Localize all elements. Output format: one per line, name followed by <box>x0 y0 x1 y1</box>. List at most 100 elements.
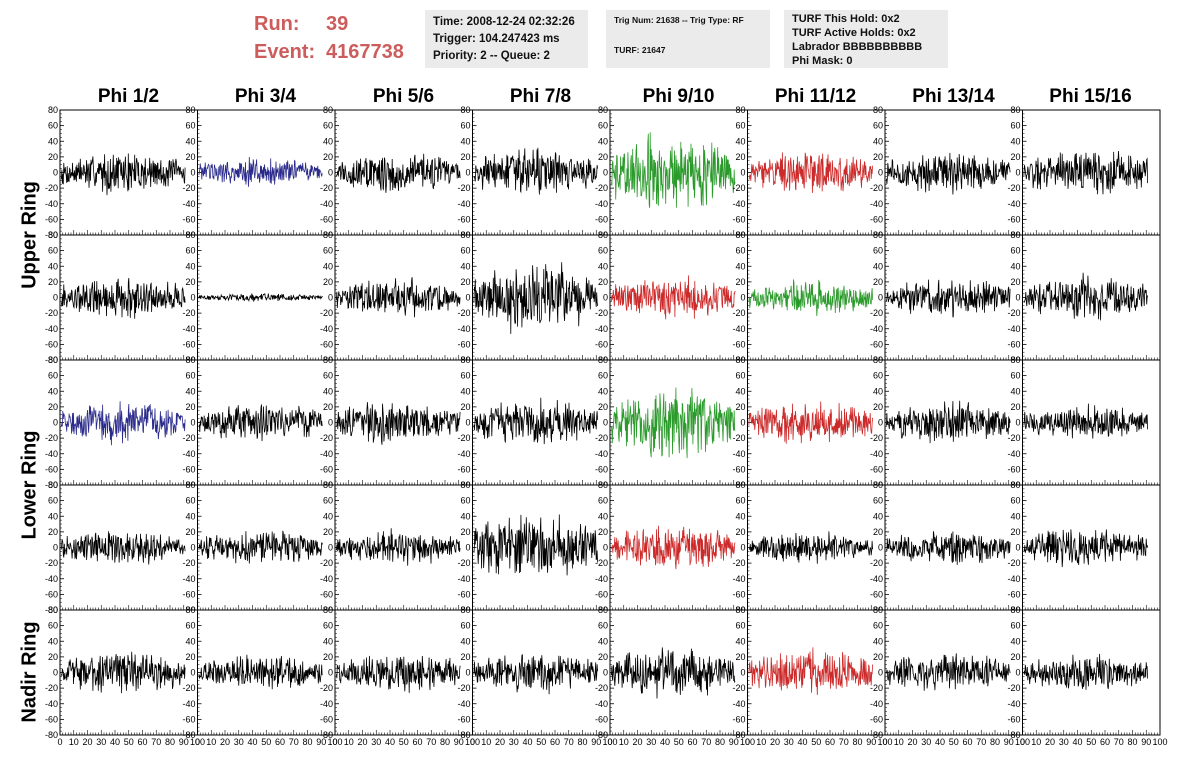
y-tick-label: -20 <box>1007 183 1020 193</box>
x-tick-label: 80 <box>715 737 725 747</box>
y-tick-label: 80 <box>460 480 470 490</box>
y-tick-label: 20 <box>598 402 608 412</box>
waveform-trace <box>336 402 461 445</box>
y-tick-label: -80 <box>320 730 333 740</box>
event-row: Event: 4167738 <box>254 38 404 66</box>
y-tick-label: 40 <box>185 636 195 646</box>
y-tick-label: -40 <box>320 449 333 459</box>
y-tick-label: 40 <box>1010 386 1020 396</box>
y-tick-label: 20 <box>1010 652 1020 662</box>
y-tick-label: 40 <box>323 261 333 271</box>
x-tick-label: 50 <box>811 737 821 747</box>
y-tick-label: 60 <box>598 496 608 506</box>
y-tick-label: 60 <box>873 121 883 131</box>
waveform-trace <box>1023 272 1148 321</box>
panel-frame <box>747 109 886 236</box>
y-tick-label: -60 <box>732 339 745 349</box>
y-tick-label: 80 <box>735 105 745 115</box>
x-tick-label: 80 <box>852 737 862 747</box>
run-value: 39 <box>326 13 349 35</box>
y-tick-label: -20 <box>1007 308 1020 318</box>
x-tick-label: 40 <box>660 737 670 747</box>
y-tick-label: -60 <box>45 589 58 599</box>
y-tick-label: -20 <box>732 308 745 318</box>
y-tick-label: -20 <box>732 183 745 193</box>
x-tick-label: 50 <box>1086 737 1096 747</box>
y-tick-label: -80 <box>45 355 58 365</box>
y-tick-label: -40 <box>595 324 608 334</box>
y-tick-label: 80 <box>460 605 470 615</box>
y-tick-label: 20 <box>460 152 470 162</box>
y-tick-label: 20 <box>323 652 333 662</box>
y-tick-label: -40 <box>182 574 195 584</box>
waveform-trace <box>61 153 186 196</box>
y-tick-label: -20 <box>182 683 195 693</box>
y-tick-label: 60 <box>185 621 195 631</box>
y-tick-label: -60 <box>732 589 745 599</box>
y-tick-label: 40 <box>598 386 608 396</box>
x-tick-label: 0 <box>1020 737 1025 747</box>
x-tick-label: 100 <box>327 737 342 747</box>
y-tick-label: 60 <box>460 121 470 131</box>
x-tick-label: 80 <box>990 737 1000 747</box>
waveform-trace <box>886 152 1011 195</box>
y-tick-label: -20 <box>870 683 883 693</box>
x-tick-label: 10 <box>756 737 766 747</box>
y-tick-label: 20 <box>48 527 58 537</box>
y-tick-label: 60 <box>185 496 195 506</box>
y-tick-label: 40 <box>598 261 608 271</box>
y-tick-label: -40 <box>182 199 195 209</box>
y-tick-label: 80 <box>48 230 58 240</box>
y-tick-label: 20 <box>735 527 745 537</box>
run-row: Run: 39 <box>254 10 404 38</box>
x-tick-label: 50 <box>261 737 271 747</box>
column-header-phi-15-16: Phi 15/16 <box>1049 86 1132 107</box>
event-label: Event: <box>254 41 316 63</box>
waveform-trace <box>1023 403 1148 439</box>
phi-mask-text: Phi Mask: 0 <box>792 55 853 67</box>
y-tick-label: -40 <box>457 199 470 209</box>
y-tick-label: 80 <box>48 105 58 115</box>
y-tick-label: -20 <box>1007 683 1020 693</box>
x-tick-label: 80 <box>577 737 587 747</box>
y-tick-label: 40 <box>735 636 745 646</box>
x-tick-label: 0 <box>882 737 887 747</box>
y-tick-label: -40 <box>870 199 883 209</box>
y-tick-label: 40 <box>460 386 470 396</box>
y-tick-label: -60 <box>595 589 608 599</box>
y-tick-label: -40 <box>45 574 58 584</box>
y-tick-label: 40 <box>735 261 745 271</box>
y-tick-label: 0 <box>1015 168 1020 178</box>
y-tick-label: 0 <box>190 293 195 303</box>
x-tick-label: 60 <box>687 737 697 747</box>
x-tick-label: 80 <box>440 737 450 747</box>
y-tick-label: -60 <box>320 589 333 599</box>
waveform-trace <box>748 531 873 564</box>
y-tick-label: 0 <box>190 168 195 178</box>
y-tick-label: 0 <box>465 543 470 553</box>
y-tick-label: 0 <box>328 418 333 428</box>
y-tick-label: -20 <box>457 558 470 568</box>
y-tick-label: -60 <box>595 214 608 224</box>
y-tick-label: 40 <box>873 636 883 646</box>
y-tick-label: 80 <box>48 480 58 490</box>
x-tick-label: 70 <box>564 737 574 747</box>
y-tick-label: 20 <box>598 152 608 162</box>
waveform-trace <box>473 397 598 445</box>
waveform-trace <box>198 404 323 442</box>
priority-text: Priority: 2 -- Queue: 2 <box>433 50 550 62</box>
y-tick-label: 80 <box>598 355 608 365</box>
y-tick-label: 20 <box>1010 277 1020 287</box>
